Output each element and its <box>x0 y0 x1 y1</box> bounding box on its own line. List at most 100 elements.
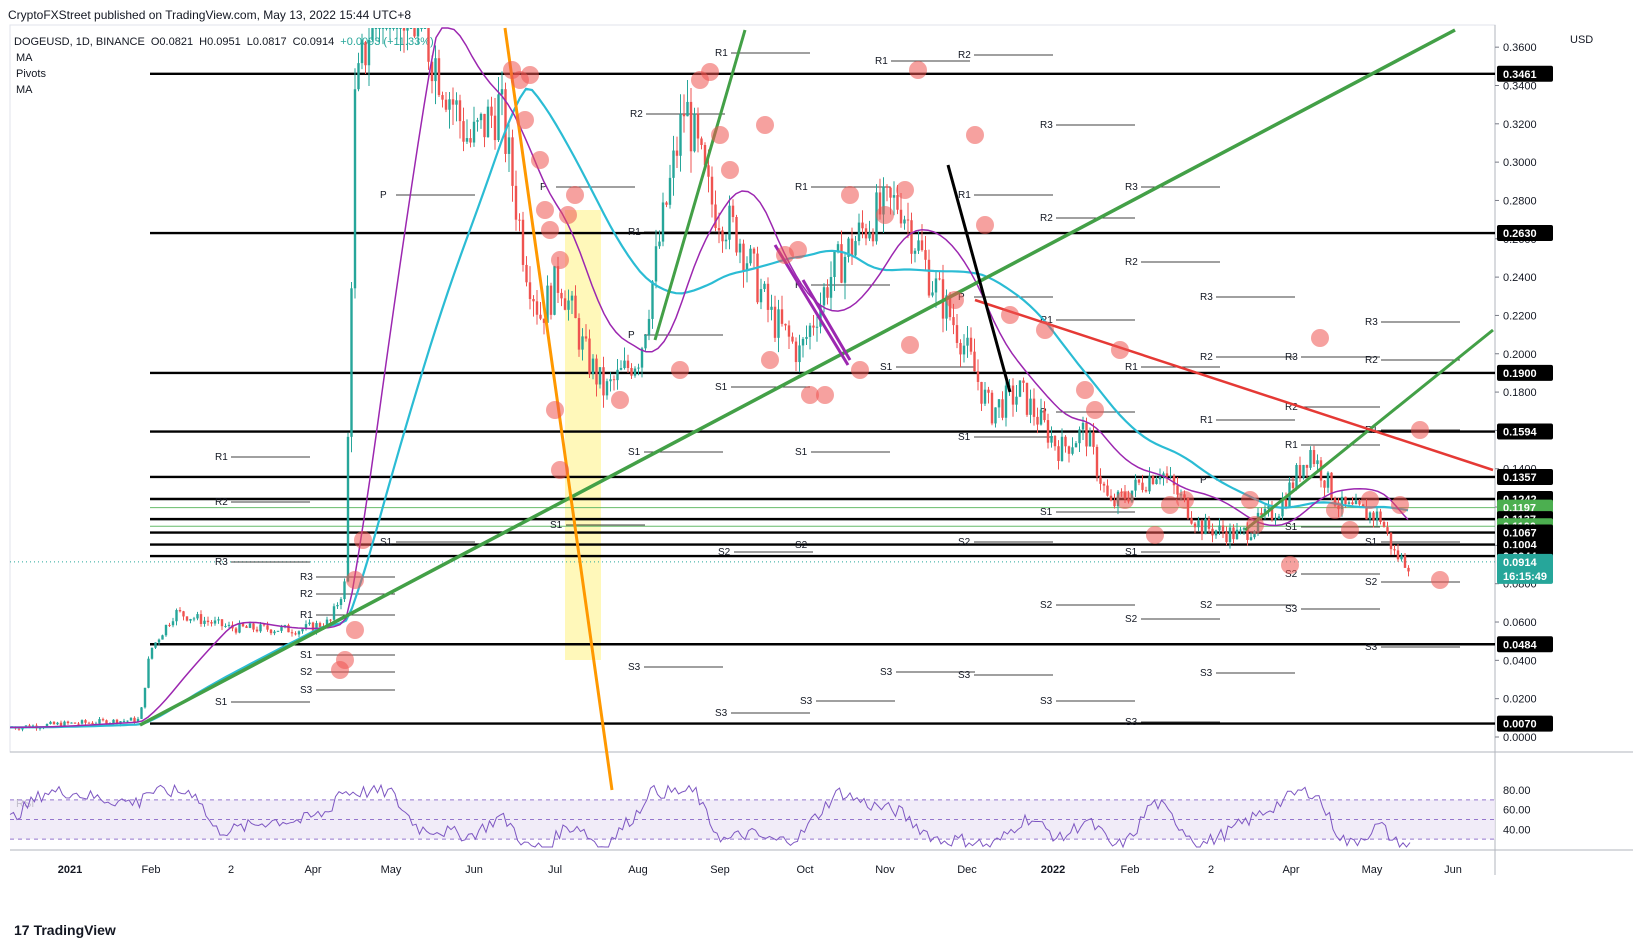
pivot-label: S2 <box>718 547 731 558</box>
candle-body <box>1036 416 1039 425</box>
candle-body <box>644 335 647 349</box>
candle-body <box>1214 530 1218 536</box>
candle-body <box>147 658 150 688</box>
candle-body <box>182 611 185 617</box>
tradingview-brand[interactable]: 17 TradingView <box>14 922 116 938</box>
candle-body <box>1200 520 1204 535</box>
legend-ma-2[interactable]: MA <box>16 84 33 96</box>
candle-body <box>241 622 245 627</box>
candle-body <box>637 367 640 369</box>
candle-body <box>161 635 164 640</box>
candle-body <box>115 719 119 725</box>
marker-dot <box>1281 556 1299 574</box>
candle-body <box>364 42 367 66</box>
marker-dot <box>841 186 859 204</box>
pivot-label: S3 <box>1365 642 1378 653</box>
candle-body <box>693 113 696 152</box>
candle-body <box>1165 473 1169 477</box>
candle-body <box>861 222 864 229</box>
rsi-tick-label: 80.00 <box>1503 785 1531 797</box>
candle-body <box>406 28 409 31</box>
candle-body <box>273 631 276 634</box>
candle-body <box>332 606 336 620</box>
candle-body <box>805 336 808 339</box>
pivot-label: S3 <box>1285 604 1298 615</box>
legend-ma-1[interactable]: MA <box>16 52 33 64</box>
candle-body <box>969 337 973 352</box>
candle-body <box>1085 422 1088 447</box>
candle-body <box>763 283 766 290</box>
candle-body <box>490 106 493 116</box>
candle-body <box>1204 518 1207 535</box>
candle-body <box>1309 450 1312 468</box>
candle-body <box>1053 435 1057 447</box>
y-tick-label: 0.0600 <box>1503 617 1537 629</box>
symbol-name[interactable]: DOGEUSD, 1D, BINANCE <box>14 36 145 48</box>
candle-body <box>1375 511 1379 520</box>
candle-body <box>353 89 357 289</box>
key-level-badge-text: 0.1594 <box>1503 427 1538 439</box>
rsi-tick-label: 60.00 <box>1503 805 1531 817</box>
marker-dot <box>531 151 549 169</box>
marker-dot <box>976 216 994 234</box>
candle-body <box>773 306 777 338</box>
pivot-label: S3 <box>958 670 971 681</box>
candle-body <box>192 618 196 620</box>
candle-body <box>381 28 385 29</box>
candle-body <box>343 581 346 600</box>
pivot-label: S1 <box>795 447 808 458</box>
marker-dot <box>671 361 689 379</box>
candle-body <box>889 187 892 198</box>
key-level-badge <box>1497 225 1553 242</box>
candle-body <box>360 42 364 64</box>
pivot-label: S1 <box>1285 522 1298 533</box>
candle-body <box>1193 523 1197 528</box>
candle-body <box>815 326 819 328</box>
candle-body <box>1260 512 1263 516</box>
pivot-label: S3 <box>300 685 313 696</box>
candle-body <box>1106 485 1109 496</box>
candle-body <box>819 305 822 327</box>
y-tick-label: 0.2400 <box>1503 272 1537 284</box>
candle-body <box>287 625 290 633</box>
candle-body <box>164 624 168 636</box>
candle-body <box>602 367 605 396</box>
candle-body <box>899 209 903 224</box>
brand-name: TradingView <box>33 922 116 938</box>
candle-body <box>724 239 728 242</box>
key-level-badge <box>1497 423 1553 440</box>
key-level-badge-text: 0.3461 <box>1503 69 1537 81</box>
candle-body <box>1095 446 1099 477</box>
candle-body <box>885 186 889 188</box>
candle-body <box>101 719 105 721</box>
pivot-label: R1 <box>1125 362 1138 373</box>
marker-dot <box>1311 329 1329 347</box>
candle-body <box>304 624 308 630</box>
pivot-label: P <box>540 182 547 193</box>
key-level-badge <box>1497 524 1553 541</box>
candle-body <box>696 113 700 139</box>
candle-body <box>336 604 339 607</box>
marker-dot <box>896 181 914 199</box>
candle-body <box>1393 549 1396 551</box>
pivot-label: R3 <box>1125 182 1138 193</box>
candle-body <box>882 186 885 215</box>
candle-body <box>378 28 381 29</box>
pivot-label: S1 <box>300 650 313 661</box>
pivot-label: S1 <box>880 362 893 373</box>
pivot-label: R1 <box>875 56 888 67</box>
marker-dot <box>1246 516 1264 534</box>
candle-body <box>409 28 413 29</box>
candle-body <box>682 114 686 117</box>
candle-body <box>1407 567 1410 572</box>
pivot-label: S2 <box>958 537 971 548</box>
green-trendline-main <box>139 28 1456 727</box>
marker-dot <box>711 126 729 144</box>
marker-dot <box>346 621 364 639</box>
legend-pivots[interactable]: Pivots <box>16 68 46 80</box>
candle-body <box>66 721 70 724</box>
key-level-badge <box>1497 468 1553 485</box>
candle-body <box>1389 532 1393 550</box>
marker-dot <box>1146 526 1164 544</box>
